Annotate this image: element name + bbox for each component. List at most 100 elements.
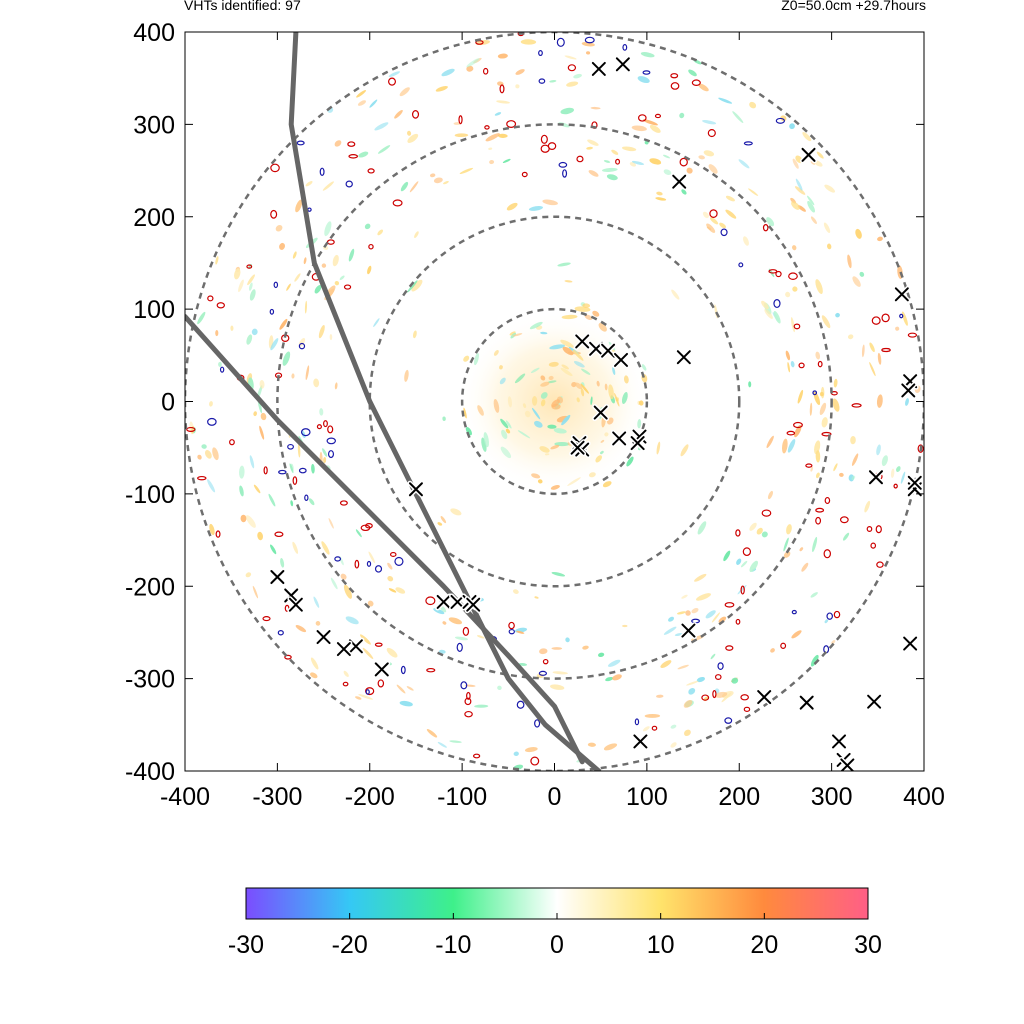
anomaly-speckle bbox=[209, 401, 213, 407]
anomaly-speckle bbox=[549, 344, 566, 350]
anomaly-speckle bbox=[534, 596, 539, 599]
anomaly-speckle bbox=[598, 652, 605, 658]
anomaly-speckle bbox=[253, 484, 261, 494]
anomaly-speckle bbox=[319, 408, 324, 416]
anomaly-speckle bbox=[785, 291, 791, 298]
contour-blob bbox=[717, 662, 724, 671]
anomaly-speckle bbox=[705, 610, 716, 619]
anomaly-speckle bbox=[549, 80, 557, 83]
anomaly-speckle bbox=[596, 380, 600, 387]
anomaly-speckle bbox=[611, 149, 619, 155]
contour-blob bbox=[775, 117, 786, 124]
anomaly-speckle bbox=[362, 647, 374, 659]
anomaly-speckle bbox=[708, 164, 718, 174]
contour-blob bbox=[339, 500, 348, 506]
x-tick-label: -100 bbox=[437, 783, 487, 811]
contour-blob bbox=[347, 141, 356, 147]
anomaly-speckle bbox=[795, 178, 803, 191]
anomaly-speckle bbox=[520, 39, 537, 45]
vht-marker bbox=[573, 332, 591, 350]
anomaly-speckle bbox=[207, 479, 216, 493]
anomaly-speckle bbox=[407, 280, 418, 293]
anomaly-speckle bbox=[260, 412, 267, 421]
anomaly-speckle bbox=[565, 637, 570, 643]
anomaly-speckle bbox=[464, 684, 476, 687]
contour-blob bbox=[464, 697, 472, 706]
anomaly-speckle bbox=[642, 726, 650, 732]
anomaly-speckle bbox=[564, 55, 577, 60]
contour-blob bbox=[780, 642, 787, 649]
anomaly-speckle bbox=[230, 325, 234, 331]
contour-blob bbox=[691, 79, 701, 87]
anomaly-speckle bbox=[714, 691, 728, 698]
contour-blob bbox=[287, 443, 294, 450]
anomaly-speckle bbox=[437, 741, 447, 748]
vht-marker bbox=[670, 173, 688, 191]
anomaly-speckle bbox=[566, 81, 579, 87]
contour-blob bbox=[701, 694, 710, 701]
anomaly-speckle bbox=[561, 364, 569, 370]
anomaly-speckle bbox=[876, 444, 881, 456]
anomaly-speckle bbox=[442, 621, 447, 625]
contour-blob bbox=[670, 73, 679, 79]
anomaly-speckle bbox=[499, 377, 506, 385]
anomaly-speckle bbox=[388, 588, 397, 593]
contour-blob bbox=[506, 120, 517, 128]
anomaly-speckle bbox=[833, 378, 838, 388]
contour-blob bbox=[456, 642, 463, 652]
anomaly-speckle bbox=[369, 99, 378, 108]
anomaly-speckle bbox=[437, 522, 443, 526]
anomaly-speckle bbox=[792, 158, 799, 169]
vht-marker bbox=[435, 593, 453, 611]
anomaly-speckle bbox=[847, 254, 852, 269]
contour-blob bbox=[284, 654, 292, 660]
anomaly-speckle bbox=[711, 612, 720, 623]
contour-blob bbox=[323, 420, 328, 428]
vht-marker bbox=[893, 285, 911, 303]
anomaly-speckle bbox=[901, 311, 908, 326]
anomaly-speckle bbox=[315, 621, 321, 626]
anomaly-speckle bbox=[723, 550, 731, 562]
anomaly-speckle bbox=[623, 375, 629, 384]
anomaly-speckle bbox=[501, 429, 508, 440]
contour-blob bbox=[219, 366, 225, 373]
anomaly-speckle bbox=[251, 328, 258, 336]
contour-blob bbox=[740, 585, 745, 595]
contour-blob bbox=[484, 125, 490, 130]
anomaly-speckle bbox=[340, 573, 347, 580]
anomaly-speckle bbox=[631, 160, 645, 165]
anomaly-speckle bbox=[595, 455, 603, 463]
contour-blob bbox=[866, 526, 873, 532]
contour-blob bbox=[534, 719, 541, 728]
anomaly-speckle bbox=[590, 106, 601, 110]
anomaly-speckle bbox=[749, 522, 757, 531]
anomaly-speckle bbox=[280, 557, 285, 568]
anomaly-speckle bbox=[197, 311, 206, 325]
contour-blob bbox=[826, 612, 833, 620]
anomaly-speckle bbox=[731, 677, 739, 684]
range-ring bbox=[460, 307, 649, 496]
contour-blob bbox=[622, 44, 628, 51]
anomaly-speckle bbox=[586, 146, 593, 150]
anomaly-speckle bbox=[328, 518, 334, 529]
anomaly-speckle bbox=[810, 654, 819, 667]
anomaly-speckle bbox=[702, 120, 717, 125]
anomaly-speckle bbox=[441, 68, 455, 77]
anomaly-speckle bbox=[749, 101, 757, 109]
anomaly-speckle bbox=[764, 308, 773, 319]
contour-blob bbox=[815, 516, 822, 525]
contour-blob bbox=[815, 507, 825, 513]
anomaly-speckle bbox=[212, 447, 219, 461]
anomaly-speckle bbox=[810, 592, 818, 598]
vht-marker bbox=[867, 468, 885, 486]
anomaly-speckle bbox=[622, 624, 628, 628]
contour-blob bbox=[707, 129, 716, 138]
contour-blob bbox=[576, 155, 584, 163]
anomaly-field bbox=[186, 32, 924, 770]
anomaly-speckle bbox=[303, 257, 307, 265]
contour-blob bbox=[742, 547, 752, 557]
anomaly-speckle bbox=[663, 626, 677, 635]
contour-blob bbox=[360, 524, 371, 532]
anomaly-speckle bbox=[279, 242, 286, 250]
contour-blob bbox=[425, 596, 436, 606]
